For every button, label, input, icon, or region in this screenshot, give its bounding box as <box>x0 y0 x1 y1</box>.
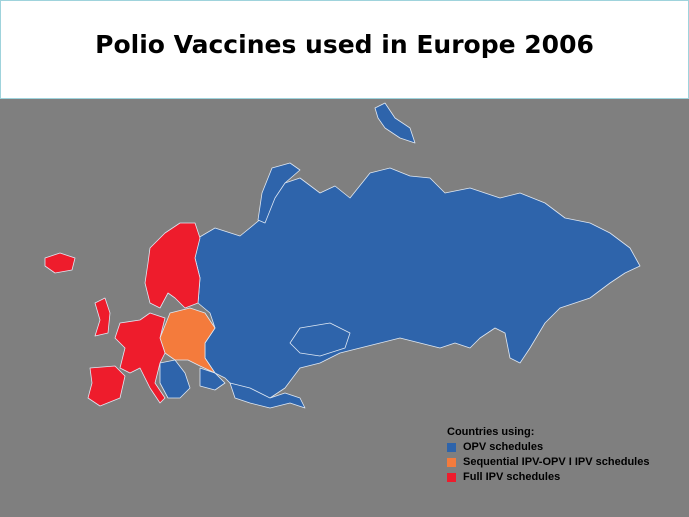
region <box>94 297 111 337</box>
legend-items: OPV schedules Sequential IPV-OPV I IPV sc… <box>447 441 649 483</box>
legend-swatch <box>447 457 456 467</box>
region <box>44 252 76 274</box>
region <box>374 102 416 144</box>
legend-label: Full IPV schedules <box>463 471 561 483</box>
legend-item: OPV schedules <box>447 441 649 453</box>
region <box>229 382 306 409</box>
legend-item: Sequential IPV-OPV I IPV schedules <box>447 456 649 468</box>
legend-title: Countries using: <box>447 426 535 438</box>
legend-item: Full IPV schedules <box>447 471 649 483</box>
legend-label: Sequential IPV-OPV I IPV schedules <box>463 456 650 468</box>
legend-label: OPV schedules <box>463 441 544 453</box>
legend: Countries using: OPV schedules Sequential… <box>447 426 649 483</box>
map <box>44 102 641 409</box>
region <box>87 365 126 407</box>
slide-title: Polio Vaccines used in Europe 2006 <box>95 30 594 59</box>
legend-swatch <box>447 442 456 452</box>
region <box>114 312 166 404</box>
region <box>159 359 191 399</box>
region <box>257 162 301 224</box>
region <box>289 322 351 357</box>
region <box>144 222 201 309</box>
header <box>0 0 689 99</box>
legend-swatch <box>447 472 456 482</box>
